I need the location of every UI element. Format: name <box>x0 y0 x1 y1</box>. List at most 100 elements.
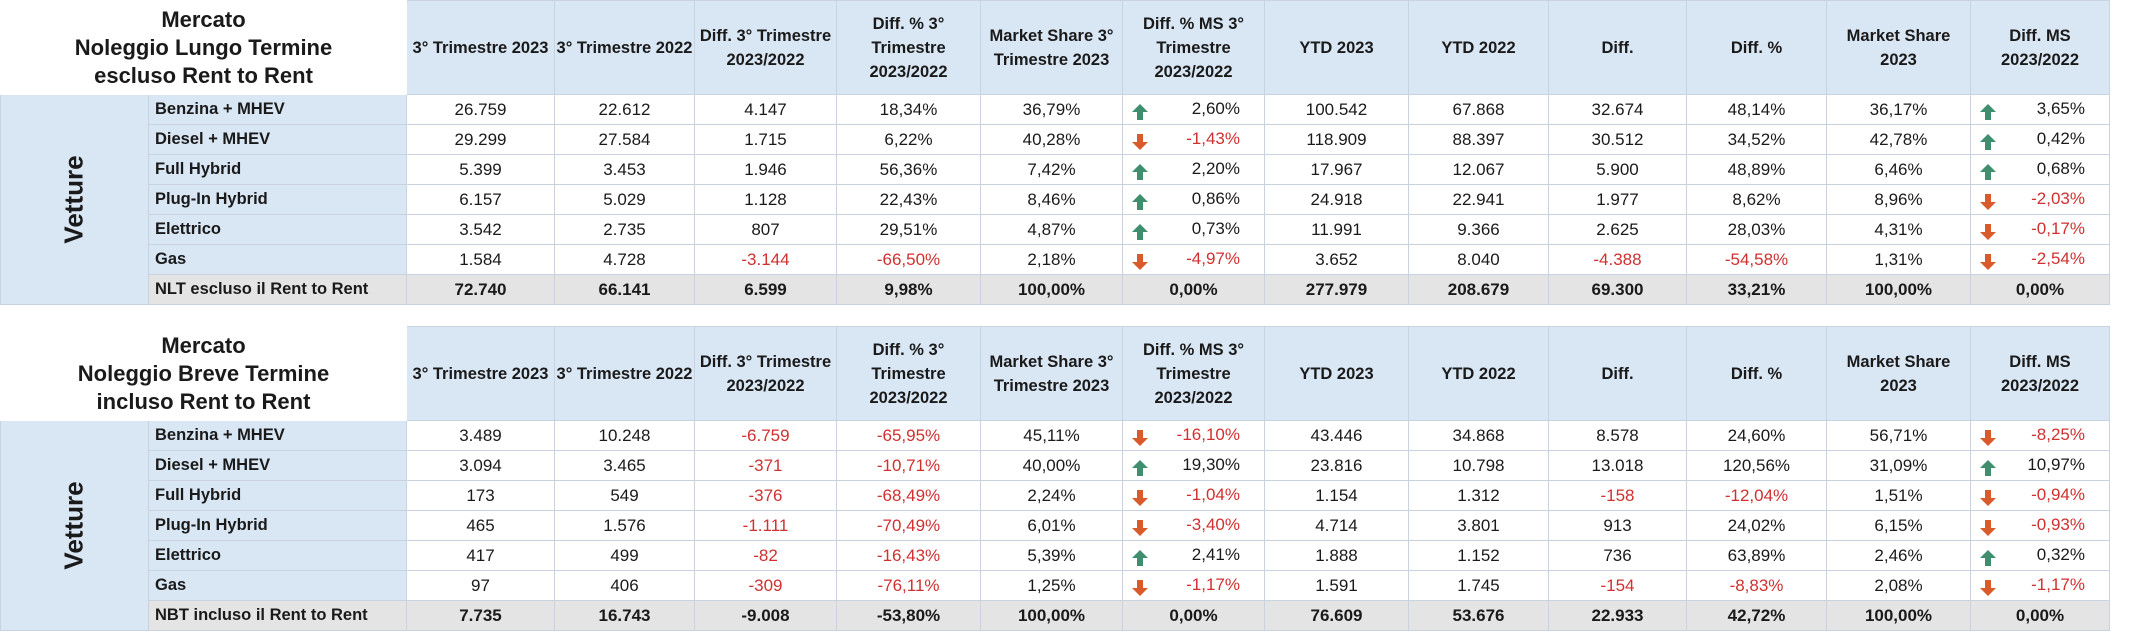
table-row: Elettrico 3.542 2.735 807 29,51% 4,87% 0,73% 11… <box>1 214 2110 245</box>
cell-ytd23: 1.154 <box>1264 480 1409 511</box>
cell-diffpct: -65,95% <box>836 420 981 451</box>
cell-q3_2022: 2.735 <box>554 214 695 245</box>
group-label-cell: Vetture <box>0 94 149 305</box>
cell-diffpct: 22,43% <box>836 184 981 215</box>
column-header-diffpct_q3: Diff. % 3° Trimestre 2023/2022 <box>836 326 981 421</box>
cell-q3_2023: 7.735 <box>406 600 555 631</box>
table-title-line: Mercato <box>161 6 246 32</box>
cell-ydiffpct: 8,62% <box>1686 184 1827 215</box>
cell-ms: 36,79% <box>980 94 1123 125</box>
cell-yms: 1,51% <box>1826 480 1971 511</box>
arrow-up-icon <box>1979 459 1997 477</box>
cell-ytd22: 208.679 <box>1408 274 1549 305</box>
column-header-ytd2023: YTD 2023 <box>1264 326 1409 421</box>
cell-yms: 36,17% <box>1826 94 1971 125</box>
cell-diffpct: -68,49% <box>836 480 981 511</box>
cell-diffpct: 6,22% <box>836 124 981 155</box>
arrow-up-icon <box>1131 193 1149 211</box>
cell-yms: 6,46% <box>1826 154 1971 185</box>
cell-q3_2023: 3.542 <box>406 214 555 245</box>
cell-q3_2022: 5.029 <box>554 184 695 215</box>
cell-q3_2022: 1.576 <box>554 510 695 541</box>
cell-diff: 6.599 <box>694 274 837 305</box>
cell-q3_2023: 465 <box>406 510 555 541</box>
arrow-down-icon <box>1979 193 1997 211</box>
cell-ydms: 0,32% <box>1970 540 2110 571</box>
table-row: Vetture Benzina + MHEV 26.759 22.612 4.147 18… <box>0 94 2110 305</box>
cell-value: 2,20% <box>1191 158 1240 178</box>
cell-ytd23: 4.714 <box>1264 510 1409 541</box>
cell-diff: 1.946 <box>694 154 837 185</box>
cell-ms: 6,01% <box>980 510 1123 541</box>
column-header-diffms: Diff. MS 2023/2022 <box>1970 326 2110 421</box>
cell-dms: -1,17% <box>1122 570 1265 601</box>
cell-ydiff: 32.674 <box>1548 94 1687 125</box>
cell-q3_2023: 1.584 <box>406 244 555 275</box>
cell-diffpct: -16,43% <box>836 540 981 571</box>
cell-ydiff: 913 <box>1548 510 1687 541</box>
cell-ydiffpct: 33,21% <box>1686 274 1827 305</box>
cell-ms: 100,00% <box>980 600 1123 631</box>
cell-dms: -16,10% <box>1122 420 1265 451</box>
cell-dms: 2,20% <box>1122 154 1265 185</box>
cell-value: -4,97% <box>1186 248 1240 268</box>
cell-q3_2022: 16.743 <box>554 600 695 631</box>
cell-diff: 807 <box>694 214 837 245</box>
cell-ydiff: -154 <box>1548 570 1687 601</box>
cell-ydms: 0,00% <box>1970 600 2110 631</box>
cell-yms: 6,15% <box>1826 510 1971 541</box>
arrow-down-icon <box>1979 519 1997 537</box>
cell-ytd23: 76.609 <box>1264 600 1409 631</box>
group-label: Vetture <box>59 481 89 570</box>
cell-ms: 7,42% <box>980 154 1123 185</box>
cell-diffpct: 18,34% <box>836 94 981 125</box>
column-header-diffpct_q3: Diff. % 3° Trimestre 2023/2022 <box>836 0 981 95</box>
cell-diff: 1.128 <box>694 184 837 215</box>
cell-value: -2,54% <box>2031 248 2085 268</box>
arrow-down-icon <box>1131 489 1149 507</box>
cell-ytd23: 43.446 <box>1264 420 1409 451</box>
total-row: NLT escluso il Rent to Rent 72.740 66.141 6… <box>1 274 2110 305</box>
cell-ytd22: 1.745 <box>1408 570 1549 601</box>
cell-dms: 0,86% <box>1122 184 1265 215</box>
cell-diff: 4.147 <box>694 94 837 125</box>
cell-value: 0,68% <box>2036 158 2085 178</box>
cell-diff: -6.759 <box>694 420 837 451</box>
arrow-down-icon <box>1979 223 1997 241</box>
cell-ydms: -8,25% <box>1970 420 2110 451</box>
cell-q3_2022: 549 <box>554 480 695 511</box>
cell-ydiffpct: -12,04% <box>1686 480 1827 511</box>
cell-ydiffpct: 24,02% <box>1686 510 1827 541</box>
cell-ydiffpct: 120,56% <box>1686 450 1827 481</box>
table-title-line: escluso Rent to Rent <box>94 62 313 88</box>
cell-ydms: -1,17% <box>1970 570 2110 601</box>
cell-dms: -4,97% <box>1122 244 1265 275</box>
cell-ydms: 0,68% <box>1970 154 2110 185</box>
cell-diffpct: -66,50% <box>836 244 981 275</box>
cell-ydiffpct: -8,83% <box>1686 570 1827 601</box>
cell-dms: -1,43% <box>1122 124 1265 155</box>
cell-ytd22: 1.152 <box>1408 540 1549 571</box>
cell-ydiffpct: 63,89% <box>1686 540 1827 571</box>
cell-value: -16,10% <box>1176 424 1240 444</box>
column-header-q3_2022: 3° Trimestre 2022 <box>554 0 695 95</box>
row-label: Diesel + MHEV <box>148 124 407 155</box>
cell-value: -1,17% <box>1186 574 1240 594</box>
column-header-diffms_q3: Diff. % MS 3° Trimestre 2023/2022 <box>1122 0 1265 95</box>
row-label: Gas <box>148 244 407 275</box>
cell-ydiffpct: 24,60% <box>1686 420 1827 451</box>
column-header-ytd2022: YTD 2022 <box>1408 0 1549 95</box>
cell-value: -8,25% <box>2031 424 2085 444</box>
cell-ydiff: 22.933 <box>1548 600 1687 631</box>
cell-yms: 31,09% <box>1826 450 1971 481</box>
table-row: Gas 1.584 4.728 -3.144 -66,50% 2,18% -4,97% 3.6… <box>1 244 2110 275</box>
cell-diffpct: 29,51% <box>836 214 981 245</box>
cell-ydiff: 69.300 <box>1548 274 1687 305</box>
cell-dms: 0,73% <box>1122 214 1265 245</box>
cell-ydms: -0,94% <box>1970 480 2110 511</box>
table-row: Full Hybrid 5.399 3.453 1.946 56,36% 7,42% 2,2… <box>1 154 2110 185</box>
cell-dms: 2,41% <box>1122 540 1265 571</box>
column-header-diff: Diff. <box>1548 326 1687 421</box>
cell-ydms: 0,42% <box>1970 124 2110 155</box>
cell-ms: 45,11% <box>980 420 1123 451</box>
